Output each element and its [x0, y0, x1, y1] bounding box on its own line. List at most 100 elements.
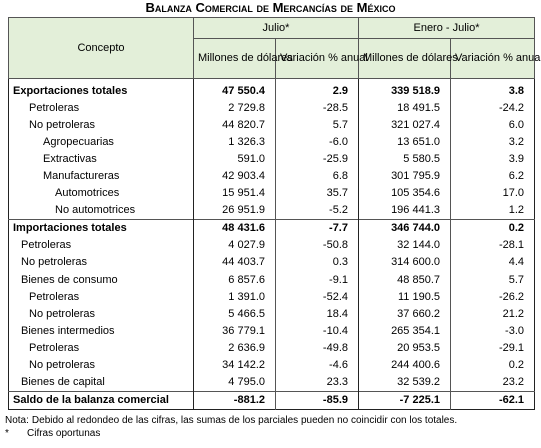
- cell-value: -3.0: [449, 322, 535, 340]
- cell-value: 105 354.6: [358, 184, 451, 202]
- cell-value: 5.7: [449, 271, 535, 289]
- cell-value: 5.7: [275, 116, 359, 134]
- table-row: Petroleras 2 729.8 -28.5 18 491.5 -24.2: [9, 99, 535, 117]
- cell-value: -85.9: [275, 390, 359, 410]
- group-header: Enero - Julio*: [357, 17, 536, 39]
- cell-value: -881.2: [193, 390, 276, 410]
- row-label: Bienes intermedios: [21, 324, 115, 337]
- trade-table: Concepto Julio* Enero - Julio* Millones …: [8, 17, 541, 410]
- cell-value: -24.2: [449, 99, 535, 117]
- cell-value: 339 518.9: [358, 78, 451, 100]
- note-text: Debido al redondeo de las cifras, las su…: [31, 415, 458, 426]
- cell-value: 13 651.0: [358, 133, 451, 151]
- cell-value: 37 660.2: [358, 305, 451, 323]
- cell-value: -7 225.1: [358, 390, 451, 410]
- row-label: No petroleras: [29, 307, 96, 320]
- row-label: No petroleras: [29, 359, 96, 372]
- cell-value: 0.3: [275, 253, 359, 272]
- cell-value: 15 951.4: [193, 184, 276, 202]
- cell-value: 1 391.0: [193, 288, 276, 306]
- cell-value: 591.0: [193, 150, 276, 168]
- concept-header: Concepto: [8, 17, 194, 79]
- cell-value: 3.8: [449, 78, 535, 100]
- note: Nota: Debido al redondeo de las cifras, l…: [5, 414, 457, 427]
- row-label: Manufactureras: [43, 170, 120, 183]
- subheader: Variación % anual: [275, 38, 368, 79]
- cell-value: -52.4: [275, 288, 359, 306]
- cell-value: 20 953.5: [358, 339, 451, 357]
- cell-value: 5 580.5: [358, 150, 451, 168]
- cell-value: -10.4: [275, 322, 359, 340]
- cell-value: -4.6: [275, 356, 359, 374]
- cell-value: 4 795.0: [193, 373, 276, 392]
- title: Balanza Comercial de Mercancías de Méxic…: [145, 0, 396, 15]
- group-header: Julio*: [193, 17, 359, 39]
- table-row: No petroleras 44 403.7 0.3 314 600.0 4.4: [9, 253, 535, 272]
- cell-value: 48 850.7: [358, 271, 451, 289]
- cell-value: 18.4: [275, 305, 359, 323]
- cell-value: 196 441.3: [358, 201, 451, 220]
- cell-value: 36 779.1: [193, 322, 276, 340]
- cell-value: 47 550.4: [193, 78, 276, 100]
- cell-value: -29.1: [449, 339, 535, 357]
- cell-value: 3.9: [449, 150, 535, 168]
- row-label: Petroleras: [29, 290, 80, 303]
- table-row: Petroleras 4 027.9 -50.8 32 144.0 -28.1: [9, 236, 535, 254]
- row-label: Agropecuarias: [43, 135, 114, 148]
- cell-value: 17.0: [449, 184, 535, 202]
- cell-value: 244 400.6: [358, 356, 451, 374]
- table-row: Bienes de consumo 6 857.6 -9.1 48 850.7 5.7: [9, 271, 535, 289]
- cell-value: -9.1: [275, 271, 359, 289]
- table-row: Bienes intermedios 36 779.1 -10.4 265 354.1…: [9, 322, 535, 340]
- note: * Cifras oportunas: [5, 427, 457, 440]
- cell-value: 5 466.5: [193, 305, 276, 323]
- row-label: Bienes de capital: [21, 376, 105, 389]
- row-label: Petroleras: [29, 341, 80, 354]
- cell-value: 0.2: [449, 218, 535, 237]
- cell-value: -6.0: [275, 133, 359, 151]
- row-label: Bienes de consumo: [21, 273, 118, 286]
- row-label: No petroleras: [21, 256, 88, 269]
- row-label: Automotrices: [55, 187, 120, 200]
- table-row: Petroleras 2 636.9 -49.8 20 953.5 -29.1: [9, 339, 535, 357]
- cell-value: 26 951.9: [193, 201, 276, 220]
- cell-value: 11 190.5: [358, 288, 451, 306]
- cell-value: 265 354.1: [358, 322, 451, 340]
- cell-value: -25.9: [275, 150, 359, 168]
- cell-value: 314 600.0: [358, 253, 451, 272]
- subheader: Millones de dólares: [193, 38, 293, 79]
- row-label: Extractivas: [43, 152, 97, 165]
- table-row: Bienes de capital 4 795.0 23.3 32 539.2 23.2: [9, 373, 535, 392]
- table-row: Automotrices 15 951.4 35.7 105 354.6 17.0: [9, 184, 535, 202]
- subheader: Millones de dólares: [358, 38, 458, 79]
- table-row: Exportaciones totales 47 550.4 2.9 339 518.…: [9, 78, 535, 100]
- cell-value: 21.2: [449, 305, 535, 323]
- cell-value: -49.8: [275, 339, 359, 357]
- table-body: Exportaciones totales 47 550.4 2.9 339 518.…: [8, 78, 535, 410]
- cell-value: -7.7: [275, 218, 359, 237]
- cell-value: 23.2: [449, 373, 535, 392]
- cell-value: 6.0: [449, 116, 535, 134]
- note-text: Cifras oportunas: [27, 428, 101, 439]
- cell-value: 32 539.2: [358, 373, 451, 392]
- row-label: Importaciones totales: [8, 218, 194, 237]
- cell-value: 301 795.9: [358, 167, 451, 185]
- row-label: Exportaciones totales: [13, 84, 128, 97]
- table-row: No automotrices 26 951.9 -5.2 196 441.3 1.2: [9, 201, 535, 220]
- cell-value: 321 027.4: [358, 116, 451, 134]
- table-row: Petroleras 1 391.0 -52.4 11 190.5 -26.2: [9, 288, 535, 306]
- cell-value: 2 729.8: [193, 99, 276, 117]
- cell-value: 34 142.2: [193, 356, 276, 374]
- row-label: Saldo de la balanza comercial: [8, 390, 194, 410]
- row-label: Petroleras: [29, 101, 80, 114]
- cell-value: 44 820.7: [193, 116, 276, 134]
- cell-value: 23.3: [275, 373, 359, 392]
- row-label: Petroleras: [21, 239, 72, 252]
- cell-value: 1.2: [449, 201, 535, 220]
- note-mark: *: [5, 428, 9, 439]
- table-row: No petroleras 44 820.7 5.7 321 027.4 6.0: [9, 116, 535, 134]
- subheader: Variación % anual: [449, 38, 541, 79]
- table-row: No petroleras 34 142.2 -4.6 244 400.6 0.2: [9, 356, 535, 374]
- cell-value: 346 744.0: [358, 218, 451, 237]
- cell-value: 0.2: [449, 356, 535, 374]
